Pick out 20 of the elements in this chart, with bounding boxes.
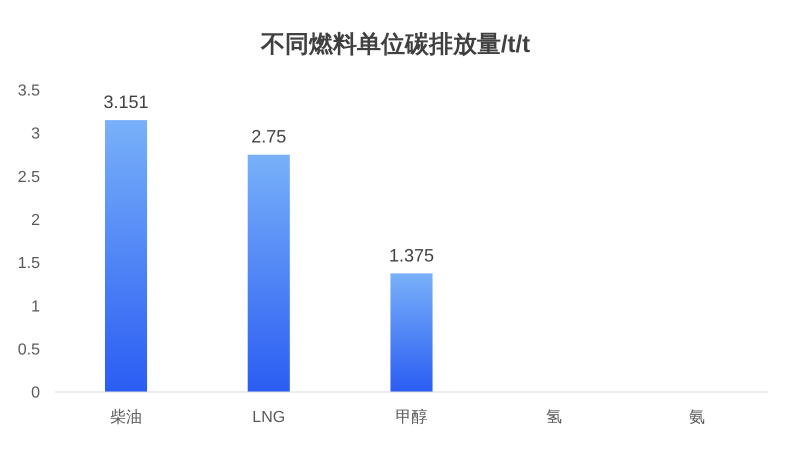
x-tick-label: 氢 bbox=[546, 409, 562, 426]
y-tick-label: 1 bbox=[31, 298, 40, 316]
bar bbox=[248, 154, 290, 392]
chart-title: 不同燃料单位碳排放量/t/t bbox=[260, 31, 530, 58]
y-tick-label: 3.5 bbox=[18, 82, 40, 100]
bar bbox=[390, 273, 433, 392]
y-tick-label: 1.5 bbox=[18, 255, 40, 272]
bar bbox=[104, 120, 148, 392]
y-tick-label: 3 bbox=[31, 126, 40, 143]
y-tick-label: 0.5 bbox=[18, 341, 40, 358]
data-label: 1.375 bbox=[388, 245, 434, 266]
y-tick-label: 2 bbox=[31, 212, 40, 230]
x-tick-label: 柴油 bbox=[110, 408, 142, 426]
x-tick-label: 甲醇 bbox=[396, 408, 428, 426]
x-tick-label: 氨 bbox=[688, 409, 705, 426]
y-tick-label: 2.5 bbox=[18, 168, 40, 186]
data-label: 2.75 bbox=[251, 126, 286, 147]
y-tick-label: 0 bbox=[31, 384, 40, 402]
data-label: 3.151 bbox=[103, 92, 149, 112]
x-tick-label: LNG bbox=[252, 409, 286, 426]
